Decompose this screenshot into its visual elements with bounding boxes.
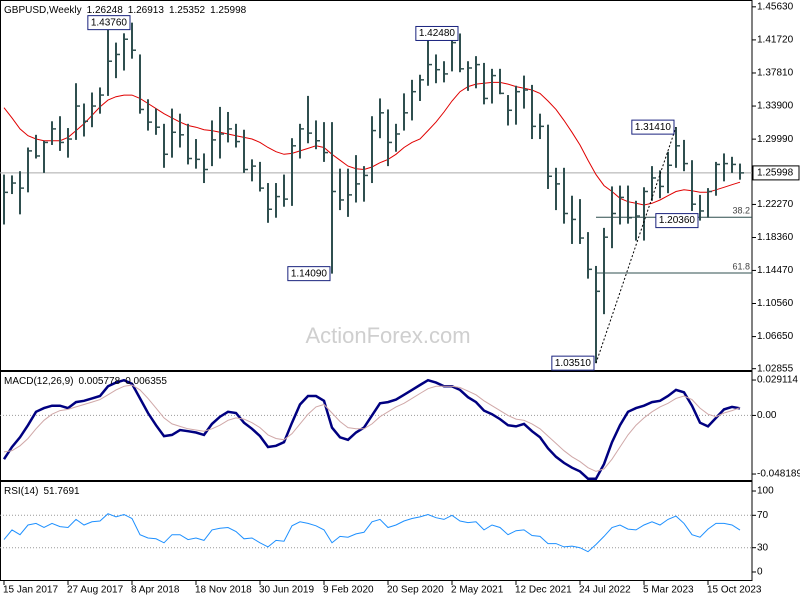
x-tick-label: 15 Jan 2017 [3, 585, 58, 596]
x-tick-label: 24 Jul 2022 [579, 585, 631, 596]
price-label: 1.14090 [291, 268, 328, 279]
trend-line [595, 126, 677, 364]
x-tick-label: 5 Mar 2023 [643, 585, 694, 596]
y-tick-label: 1.22270 [757, 199, 794, 210]
y-tick-label: -0.048189 [757, 469, 800, 480]
price-label: 1.20360 [659, 215, 696, 226]
title-value: 0.006355 [125, 376, 167, 387]
price-label-box [415, 25, 459, 41]
x-tick-label: 12 Dec 2021 [515, 585, 572, 596]
title-name: GBPUSD,Weekly [4, 5, 82, 16]
y-tick-label: 100 [757, 486, 774, 497]
y-tick-label: 1.37810 [757, 68, 794, 79]
y-tick-label: 1.14470 [757, 265, 794, 276]
panel-title: GBPUSD,Weekly 1.26248 1.26913 1.25352 1.2599… [4, 5, 247, 16]
y-tick-label: 0.00 [757, 410, 777, 421]
y-tick-label: 0.029114 [757, 375, 798, 386]
title-value: 1.26248 [87, 5, 124, 16]
x-tick-label: 27 Aug 2017 [67, 585, 124, 596]
panel-frame [0, 481, 753, 581]
y-tick-label: 1.41720 [757, 35, 794, 46]
title-value: 51.7691 [43, 486, 80, 497]
title-value: 1.26913 [128, 5, 165, 16]
indicator-line [3, 513, 741, 553]
x-tick-label: 2 May 2021 [451, 585, 504, 596]
y-tick-label: 1.29990 [757, 134, 794, 145]
price-label: 1.31410 [635, 122, 672, 133]
x-tick-label: 8 Apr 2018 [131, 585, 180, 596]
x-tick-label: 20 Sep 2020 [387, 585, 444, 596]
panel-title: MACD(12,26,9) 0.005778 0.006355 [4, 376, 167, 387]
panel-frame [0, 371, 753, 481]
current-price-box [752, 165, 800, 181]
price-label: 1.42480 [419, 28, 456, 39]
y-tick-label: 0 [757, 567, 763, 578]
title-value: 0.005778 [78, 376, 120, 387]
indicator-line [3, 384, 741, 472]
title-value: 1.25998 [210, 5, 247, 16]
y-tick-label: 1.02855 [757, 363, 794, 374]
price-label-box [87, 15, 131, 31]
title-name: MACD(12,26,9) [4, 376, 73, 387]
fib-label: 61.8 [732, 261, 750, 271]
watermark: ActionForex.com [305, 323, 470, 348]
panel-frame [0, 0, 753, 371]
price-label-box [551, 355, 595, 371]
current-price-label: 1.25998 [757, 168, 794, 179]
price-label: 1.03510 [555, 358, 592, 369]
title-value: 1.25352 [169, 5, 206, 16]
y-tick-label: 1.18360 [757, 232, 794, 243]
x-tick-label: 15 Oct 2023 [707, 585, 762, 596]
price-label-box [287, 266, 331, 282]
y-tick-label: 1.33900 [757, 101, 794, 112]
panel-title: RSI(14) 51.7691 [4, 486, 80, 497]
price-label-box [631, 119, 675, 135]
fib-label: 38.2 [732, 206, 750, 216]
x-tick-label: 9 Feb 2020 [323, 585, 374, 596]
y-tick-label: 30 [757, 542, 769, 553]
x-tick-label: 18 Nov 2018 [195, 585, 252, 596]
y-tick-label: 1.10560 [757, 298, 794, 309]
title-name: RSI(14) [4, 486, 38, 497]
y-tick-label: 70 [757, 510, 769, 521]
price-label-box [655, 213, 699, 229]
x-tick-label: 30 Jun 2019 [259, 585, 314, 596]
y-tick-label: 1.06650 [757, 331, 794, 342]
indicator-line [2, 378, 741, 480]
price-label: 1.43760 [91, 17, 128, 28]
y-tick-label: 1.45630 [757, 1, 794, 12]
